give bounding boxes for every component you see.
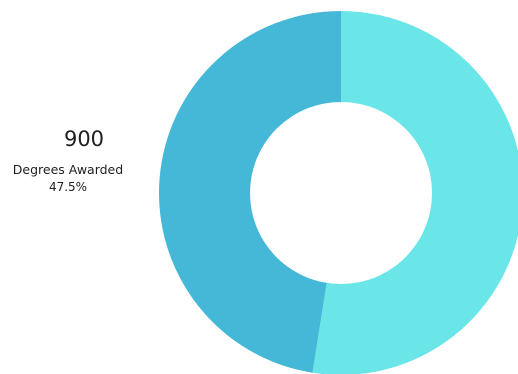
slice-percent-label: 47.5% xyxy=(49,180,87,194)
pie-slice-1[interactable] xyxy=(158,11,341,373)
slice-callout: 900 Degrees Awarded 47.5% xyxy=(13,127,123,194)
slice-value-label: 900 xyxy=(64,127,104,151)
slice-name-label: Degrees Awarded xyxy=(13,162,123,177)
donut-hole xyxy=(250,102,432,284)
